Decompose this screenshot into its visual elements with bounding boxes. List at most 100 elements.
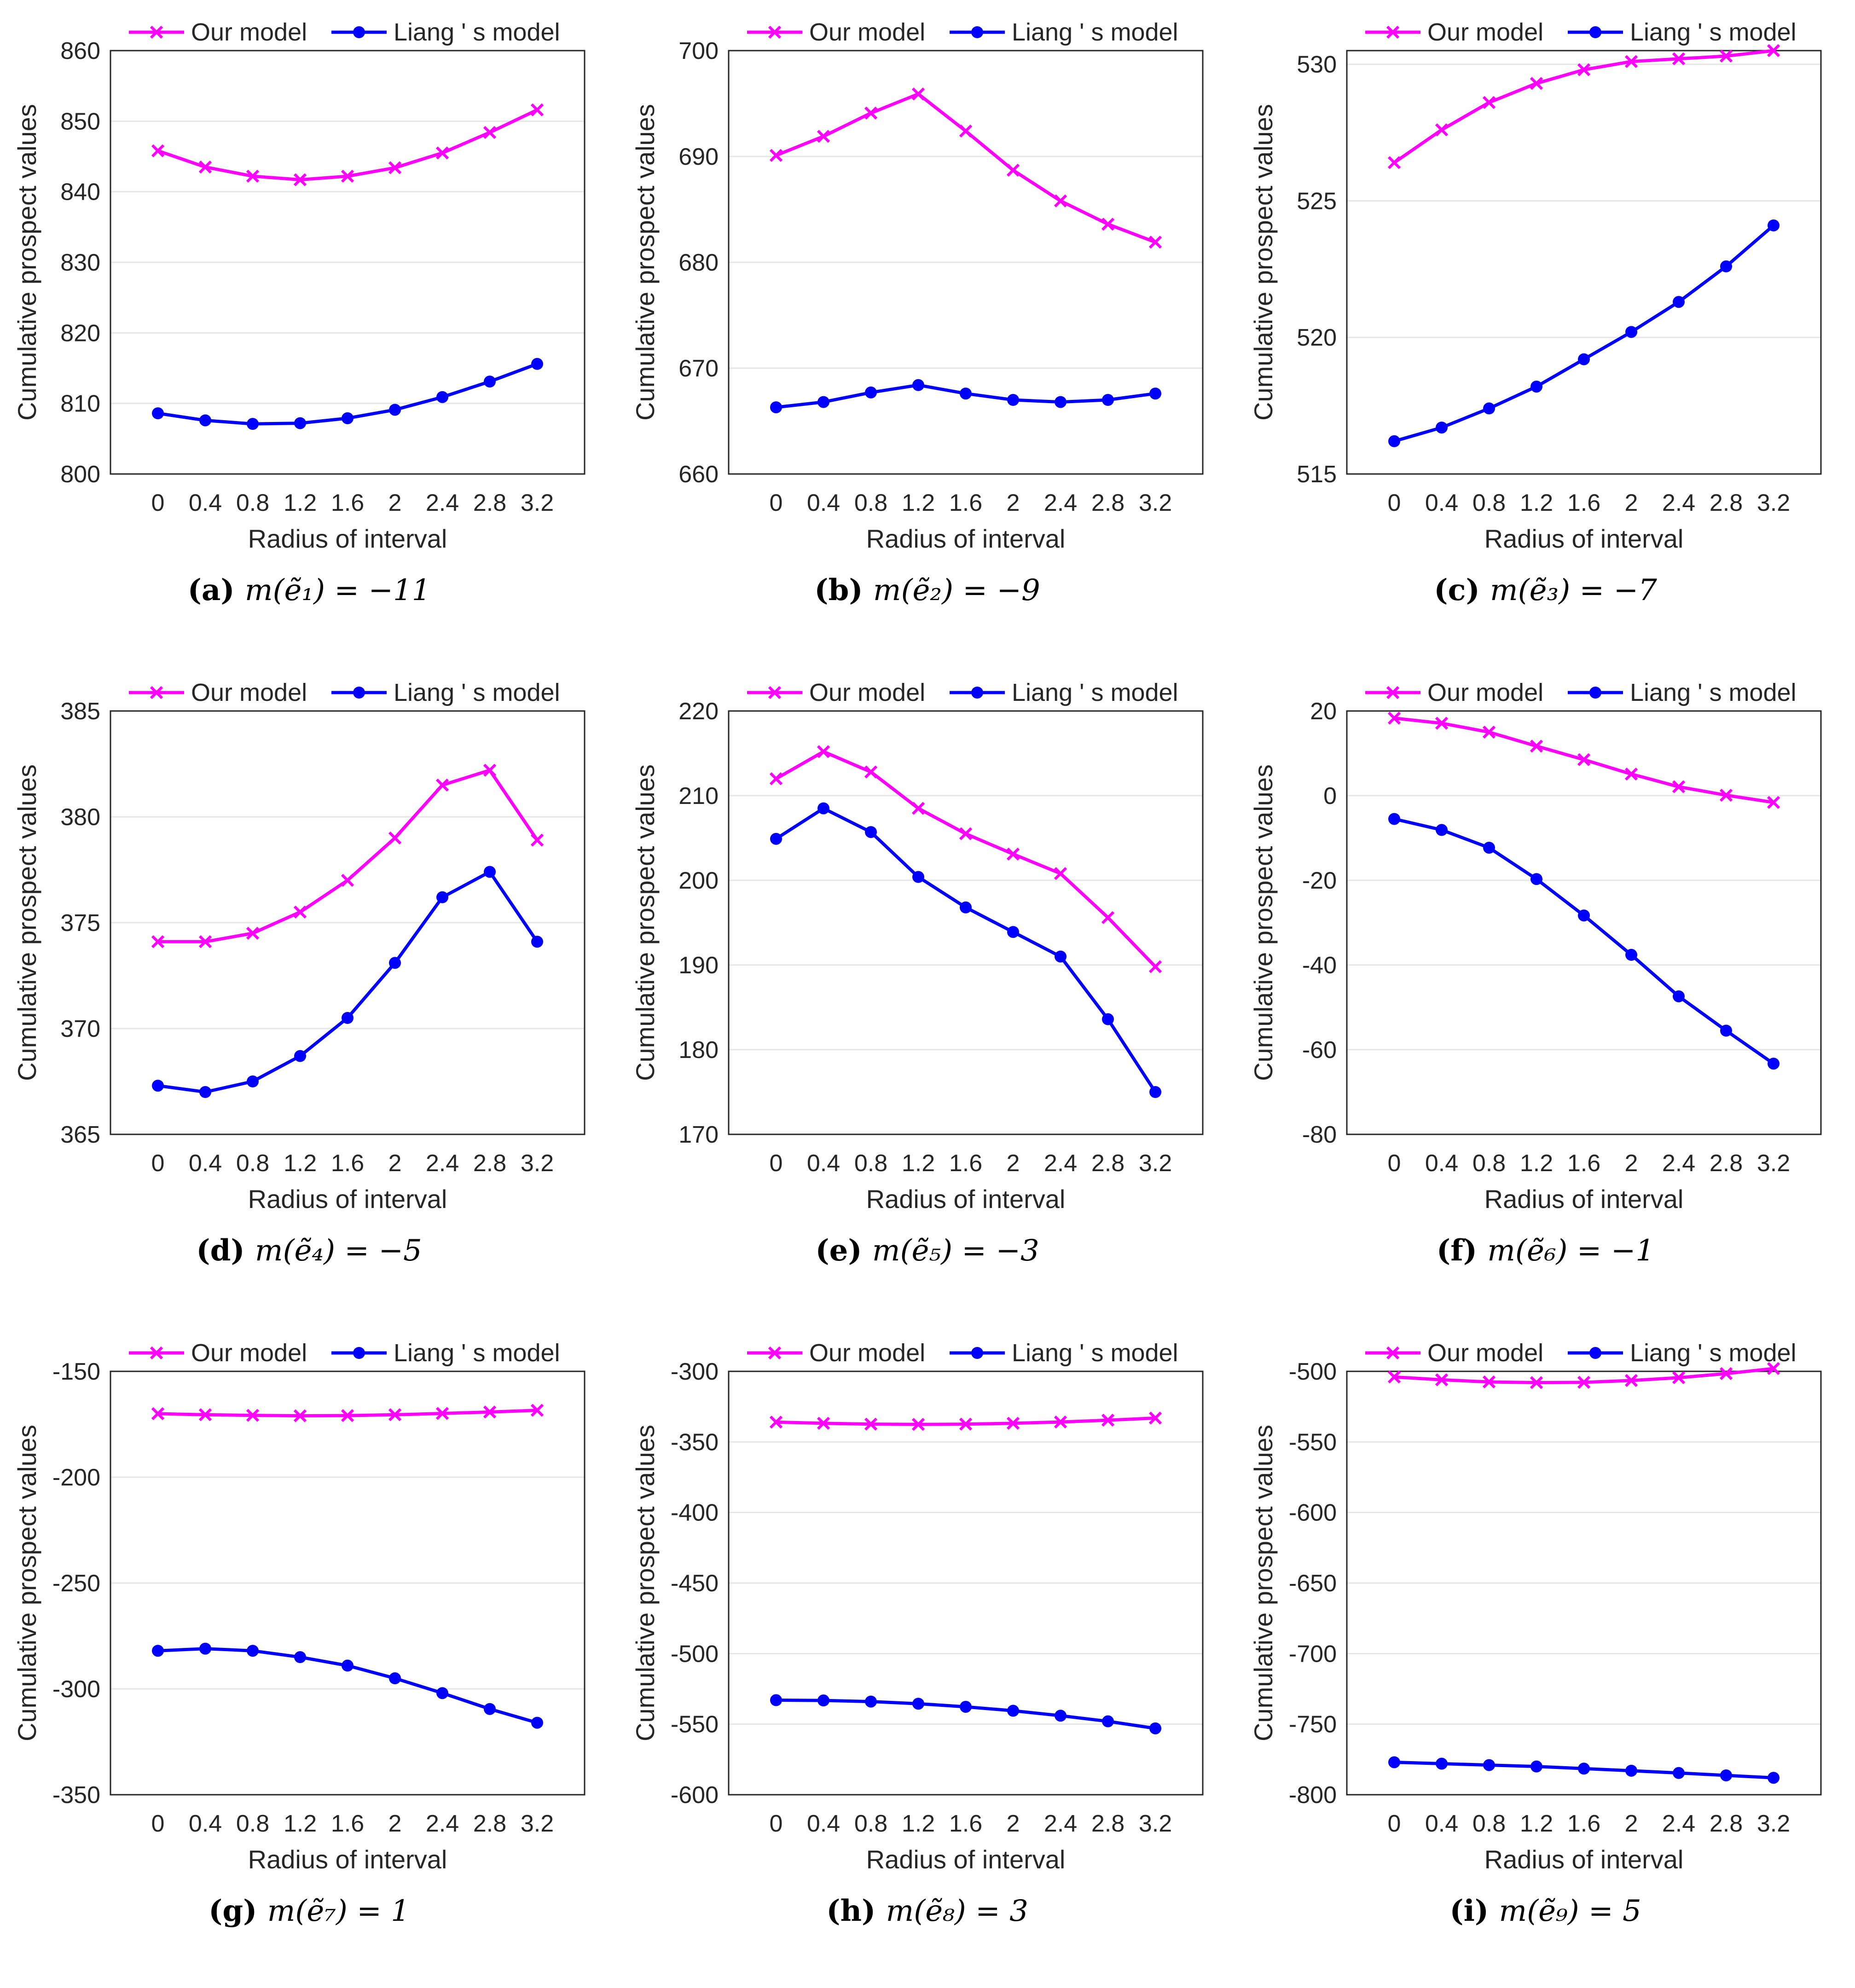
- chart-panel-a: 800 810 820 830 840 850 860 0 0.4 0.8 1.2 1.6 2 2.4 2.…: [0, 7, 618, 667]
- subfigure-equation: m(ẽ₅) = −3: [872, 1234, 1039, 1268]
- data-point-dot: [770, 832, 782, 845]
- data-point-x: [1672, 780, 1686, 793]
- axes-box: [728, 1370, 1204, 1796]
- data-point-dot: [912, 1698, 924, 1710]
- x-tick-label: 0.4: [1425, 1150, 1458, 1177]
- data-point-x: [198, 1408, 212, 1422]
- data-point-dot: [1149, 387, 1161, 400]
- y-tick-label: 850: [60, 108, 100, 135]
- data-point-dot: [1720, 1024, 1732, 1037]
- x-tick-label: 2.8: [1710, 1810, 1743, 1837]
- x-tick-label: 1.2: [284, 490, 317, 516]
- series-line: [157, 870, 539, 1094]
- y-tick-label: 180: [678, 1037, 719, 1063]
- data-point-dot: [1102, 1715, 1114, 1728]
- line-chart: 660 670 680 690 700 0 0.4 0.8 1.2 1.6 2 2.4 2.8 3.2 Ra…: [631, 18, 1204, 553]
- y-tick-label: 840: [60, 179, 100, 206]
- data-point-x: [1719, 788, 1733, 802]
- data-point-x: [1577, 1375, 1591, 1389]
- subfigure-caption: (c) m(ẽ₃) = −7: [1236, 573, 1855, 607]
- data-point-x: [817, 745, 830, 758]
- data-point-dot: [152, 1645, 164, 1657]
- x-tick-label: 0.4: [189, 1810, 222, 1837]
- x-axis-label: Radius of interval: [248, 1185, 447, 1214]
- subfigure-label: (d): [196, 1233, 255, 1268]
- series-line: [1394, 224, 1775, 443]
- data-point-x: [959, 827, 973, 840]
- data-point-dot: [484, 376, 496, 388]
- y-tick-label: -550: [1289, 1429, 1337, 1456]
- x-tick-label: 2: [1007, 1810, 1020, 1837]
- series-line: [1394, 817, 1775, 1065]
- subfigure-label: (c): [1434, 573, 1490, 607]
- data-point-x: [911, 802, 925, 815]
- y-tick-label: -500: [671, 1641, 719, 1667]
- y-tick-label: 860: [60, 38, 100, 64]
- legend-entry: Liang ' s model: [394, 1339, 560, 1367]
- data-point-dot: [1436, 1757, 1448, 1770]
- axes-box: [728, 50, 1204, 475]
- data-point-x: [1054, 194, 1067, 208]
- y-tick-label: 800: [60, 461, 100, 488]
- subfigure-label: (h): [826, 1894, 886, 1928]
- x-tick-label: 2: [1625, 1150, 1638, 1177]
- data-point-dot: [960, 1700, 972, 1713]
- subfigure-caption: (d) m(ẽ₄) = −5: [0, 1233, 618, 1268]
- x-tick-label: 1.6: [949, 490, 982, 516]
- x-tick-label: 2.4: [1662, 1810, 1695, 1837]
- data-point-x: [769, 772, 783, 786]
- series-line: [158, 768, 539, 943]
- chart-panel-c: 515 520 525 530 0 0.4 0.8 1.2 1.6 2 2.4 2.8 3.2 Radiu…: [1236, 7, 1855, 667]
- x-tick-label: 2: [388, 490, 402, 516]
- data-point-x: [1767, 796, 1780, 809]
- x-tick-label: 2.4: [1662, 1150, 1695, 1177]
- data-point-x: [435, 1407, 449, 1420]
- y-tick-label: 525: [1297, 188, 1337, 214]
- y-tick-label: -350: [52, 1782, 100, 1809]
- data-point-dot: [1768, 1058, 1780, 1070]
- x-tick-label: 1.2: [284, 1150, 317, 1177]
- x-tick-label: 0: [151, 1150, 165, 1177]
- y-tick-label: -400: [671, 1500, 719, 1526]
- chart-panel-i: -800 -750 -700 -650 -600 -550 -500 0 0.4 0.8 1.2 1.…: [1236, 1328, 1855, 1988]
- data-point-x: [1435, 1373, 1449, 1387]
- data-point-x: [1482, 96, 1496, 109]
- y-axis-label: Cumulative prospect values: [1249, 1425, 1278, 1741]
- legend: Our model Liang ' s model: [129, 1339, 560, 1367]
- subfigure-label: (i): [1449, 1894, 1499, 1928]
- data-point-x: [1767, 1362, 1780, 1375]
- data-point-dot: [342, 1012, 354, 1024]
- x-tick-label: 0: [151, 1810, 165, 1837]
- x-tick-label: 2: [388, 1810, 402, 1837]
- data-point-dot: [1483, 842, 1495, 854]
- legend-entry: Our model: [1427, 679, 1543, 706]
- x-tick-label: 3.2: [521, 1150, 554, 1177]
- data-point-x: [1148, 1411, 1162, 1425]
- legend: Our model Liang ' s model: [1365, 679, 1797, 706]
- subfigure-label: (e): [815, 1233, 872, 1268]
- data-point-dot: [531, 1716, 543, 1729]
- x-axis-label: Radius of interval: [1484, 1185, 1684, 1214]
- data-point-dot: [1102, 1013, 1114, 1025]
- x-tick-label: 1.2: [902, 1810, 935, 1837]
- data-point-dot: [342, 412, 354, 424]
- data-point-dot: [1530, 873, 1542, 885]
- x-tick-label: 0: [1388, 1150, 1401, 1177]
- data-point-dot: [912, 871, 924, 883]
- y-tick-label: -60: [1302, 1037, 1337, 1063]
- x-tick-label: 0.8: [1472, 490, 1506, 516]
- legend: Our model Liang ' s model: [747, 18, 1178, 46]
- x-tick-label: 2.8: [473, 1150, 506, 1177]
- line-chart: -600 -550 -500 -450 -400 -350 -300 0 0.4 0.8 1.2 1.…: [631, 1339, 1204, 1874]
- data-point-dot: [817, 1694, 829, 1707]
- x-tick-label: 1.6: [1567, 490, 1600, 516]
- data-point-x: [1387, 711, 1401, 725]
- subfigure-label: (g): [209, 1894, 267, 1928]
- line-chart: 365 370 375 380 385 0 0.4 0.8 1.2 1.6 2 2.4 2.8 3.2 Ra…: [12, 679, 585, 1214]
- data-point-x: [1530, 1376, 1543, 1389]
- subfigure-equation: m(ẽ₆) = −1: [1487, 1234, 1655, 1268]
- data-point-dot: [436, 891, 448, 903]
- data-point-dot: [1530, 1760, 1542, 1773]
- data-point-dot: [1436, 422, 1448, 434]
- subfigure-equation: m(ẽ₂) = −9: [873, 573, 1040, 607]
